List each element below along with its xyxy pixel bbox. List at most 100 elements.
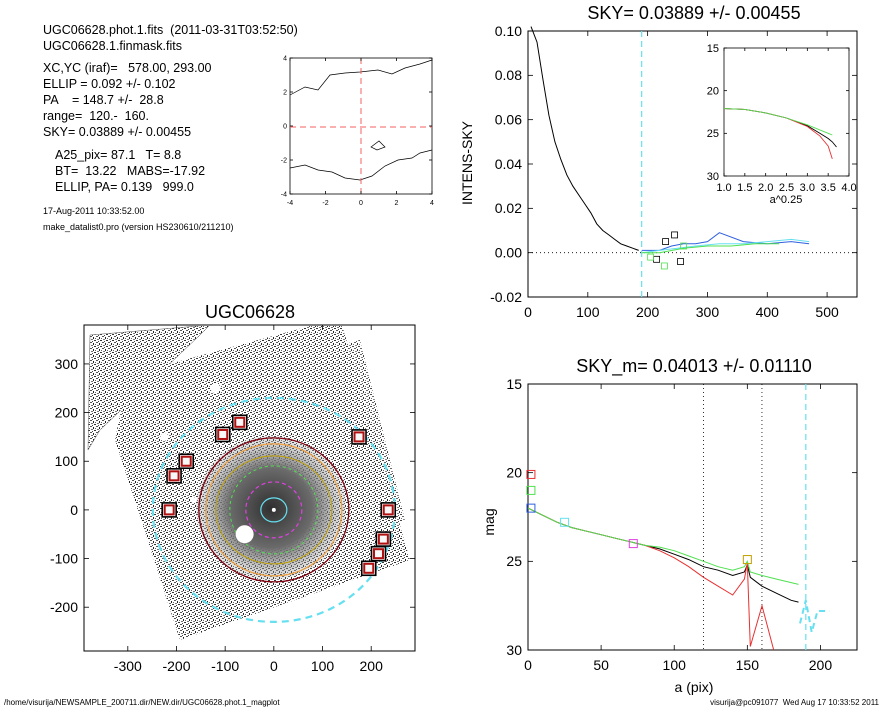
galaxy-image-plot: UGC06628 -300 -200- [50,302,416,674]
series-cyan [799,600,830,633]
isophote-olive [215,455,333,565]
series-cyan [641,238,810,254]
y-tick-label: 20 [707,86,719,98]
x-tick-label: 0 [524,657,532,673]
y-tick-label: 0.02 [495,200,522,216]
x-tick-label: 100 [576,304,600,320]
y-tick-label: 100 [55,453,79,469]
sky-square-marker [671,231,678,239]
galaxy-nucleus [271,507,276,512]
info-sky-line: SKY= 0.03889 +/- 0.00455 [43,125,192,139]
x-tick-label: 400 [756,304,780,320]
mag-square-marker [628,539,638,549]
sky-plot: SKY= 0.03889 +/- 0.00455 INTENS-SKY 0 100… [459,3,858,320]
mag-square-marker [526,503,536,513]
contour-tick-labels: -4 -2 0 2 4 -4 -2 0 2 4 [281,55,434,207]
mag-square-marker [560,517,570,527]
isophote-orange [205,443,343,577]
info-pa-line: PA = 148.7 +/- 28.8 [43,93,164,107]
y-tick-label: -0.02 [490,289,522,305]
masked-star [377,579,384,586]
x-tick-label: 200 [636,304,660,320]
info-mask-line: UGC06628.1.finmask.fits [43,39,182,53]
series-green [641,243,780,254]
y-tick-label: 30 [506,642,522,658]
y-tick-label: 25 [707,128,719,140]
y-tick-label: 0.06 [495,112,522,128]
inset-plot: 1.0 1.5 2.0 2.5 3.0 3.5 4.0 15 20 25 30 a^0.25 [707,43,857,206]
mask-box-inner [180,455,192,467]
series-red [527,507,775,651]
x-tick-label: 50 [593,657,609,673]
info-file-line: UGC06628.phot.1.fits (2011-03-31T03:52:5… [43,23,298,37]
series-black [530,26,639,251]
y-tick-label: 300 [55,356,79,372]
x-tick-label: 100 [663,657,687,673]
x-tick-label: 200 [809,657,833,673]
mask-box-inner [363,562,375,574]
y-tick-label: 0 [283,123,287,130]
x-tick-label: 2.0 [758,182,773,194]
y-tick-label: 25 [506,553,522,569]
mag-plot-frame [527,383,858,651]
y-tick-label: 200 [55,404,79,420]
sky-plot-title: SKY= 0.03889 +/- 0.00455 [587,3,800,23]
x-tick-label: 150 [736,657,760,673]
mask-box-inner [217,428,229,440]
isophote-core [260,497,288,523]
x-tick-label: 0 [524,304,532,320]
y-tick-label: -100 [50,550,78,566]
mag-square-marker [526,469,536,479]
x-tick-label: 3.5 [821,182,836,194]
y-tick-label: 30 [707,171,719,183]
mask-box-inner [382,504,394,516]
galaxy-body [196,436,346,580]
mag-plot-xlabel: a (pix) [675,679,714,695]
info-ellip-pa-line: ELLIP, PA= 0.139 999.0 [55,180,194,194]
sky-square-marker [677,258,684,265]
sky-plot-ylabel: INTENS-SKY [459,120,475,205]
sky-square-marker [647,253,655,261]
isophote-magenta [245,481,303,539]
x-tick-label: 1.5 [737,182,752,194]
x-tick-label: 3.0 [800,182,815,194]
series-green [527,507,799,585]
contour-line-1 [289,59,433,96]
y-tick-label: -2 [281,157,287,164]
info-center-line: XC,YC (iraf)= 578.00, 293.00 [43,61,212,75]
info-ellip-line: ELLIP = 0.092 +/- 0.102 [43,77,176,91]
x-tick-label: 0 [270,658,278,674]
inset-series-green [723,108,833,136]
x-tick-label: 2.5 [779,182,794,194]
y-tick-label: 2 [283,89,287,96]
a25-isophote [198,437,350,583]
x-tick-label: 4.0 [841,182,856,194]
info-bt-line: BT= 13.22 MABS=-17.92 [55,164,206,178]
inset-xlabel: a^0.25 [770,194,803,206]
y-tick-label: 15 [506,376,522,392]
x-tick-label: 4 [430,200,434,207]
mask-box-inner [234,416,246,428]
y-tick-label: 4 [283,55,287,62]
footer-user-timestamp: visurija@pc091077 Wed Aug 17 10:33:52 20… [710,698,879,707]
contour-line-3 [370,140,386,151]
x-tick-label: 200 [360,658,384,674]
mask-box-inner [377,533,389,545]
image-plot-frame [83,324,416,652]
y-tick-label: -200 [50,599,78,615]
x-tick-label: -300 [114,658,142,674]
contour-line-2 [289,149,433,181]
sky-square-marker [680,242,687,250]
mag-plot-title: SKY_m= 0.04013 +/- 0.01110 [576,356,812,377]
sky-square-marker [662,238,669,245]
y-tick-label: 0.08 [495,67,522,83]
x-tick-label: 1.0 [716,182,731,194]
sky-square-marker [660,262,668,270]
mask-box-inner [163,504,175,516]
y-tick-label: 0 [70,502,78,518]
y-tick-label: 0.10 [495,23,522,39]
image-plot-title: UGC06628 [205,302,295,322]
mask-box-inner [353,431,365,443]
mask-box-inner [168,470,180,482]
